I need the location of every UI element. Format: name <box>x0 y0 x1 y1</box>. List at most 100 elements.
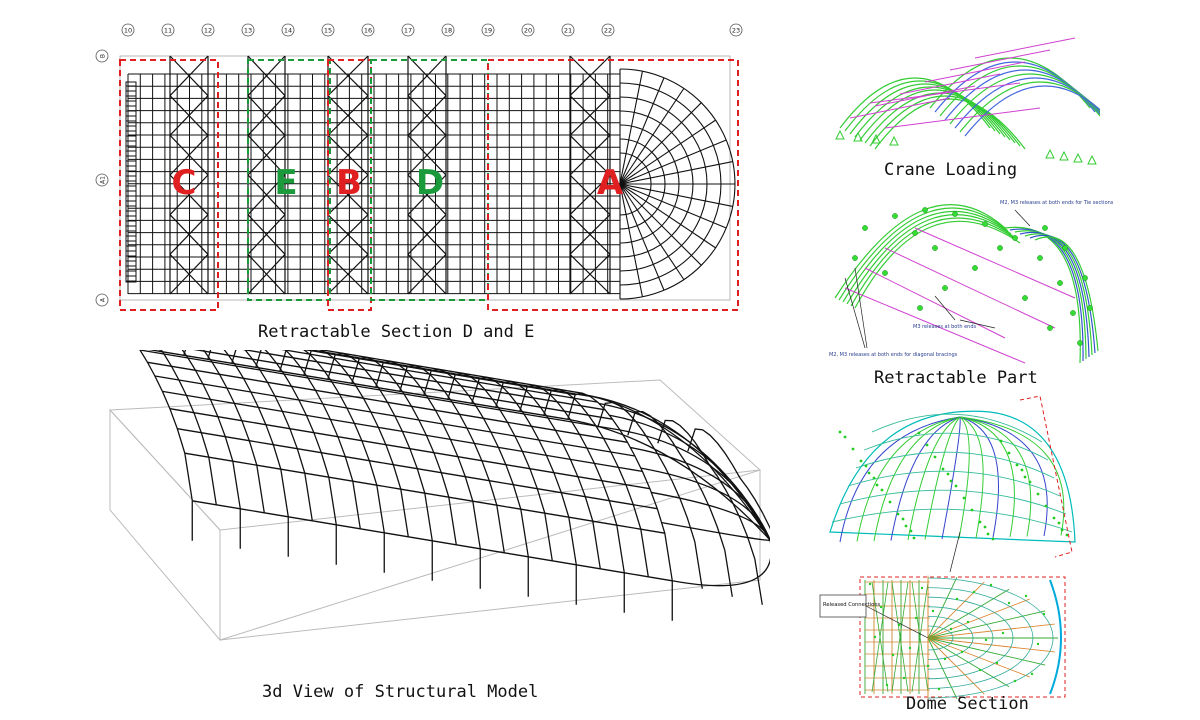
dome-meridian <box>959 416 1015 538</box>
dome-meridian <box>661 521 771 541</box>
grid-bubble-label: 15 <box>324 27 332 35</box>
dome-caption: Dome Section <box>906 694 1029 714</box>
release-node <box>931 609 935 613</box>
arch-rib <box>1004 226 1081 364</box>
released-connections-box <box>819 594 867 618</box>
dome-radial <box>619 183 733 207</box>
longitudinal-member <box>184 452 665 534</box>
inset-brace <box>871 581 889 693</box>
support-triangle <box>1087 154 1097 165</box>
longitudinal-member <box>169 408 651 490</box>
arch-rib <box>844 80 996 132</box>
release-node <box>896 512 900 516</box>
member-line <box>247 95 286 136</box>
purlin <box>884 107 1041 129</box>
grid-bubble-label: 17 <box>404 27 412 35</box>
member-line <box>569 55 611 97</box>
leader-line <box>959 319 996 329</box>
release-node <box>880 488 884 492</box>
release-node <box>897 623 901 627</box>
release-node <box>954 484 958 488</box>
dome-meridian <box>941 416 961 540</box>
release-node <box>999 439 1003 443</box>
arch-rib <box>1029 234 1096 354</box>
longitudinal-member <box>139 349 621 431</box>
crane-panel <box>830 8 1126 168</box>
retr-note-ties: M2, M3 releases at both ends for Tie sec… <box>1000 200 1114 206</box>
release-node <box>966 620 970 624</box>
release-node <box>902 676 906 680</box>
member-line <box>569 214 611 255</box>
crane-caption: Crane Loading <box>884 160 1018 180</box>
dome-radial <box>619 183 665 291</box>
grid-bubble-circle <box>481 23 495 37</box>
grid-bubble-circle <box>729 23 743 37</box>
row-bubble: A1 <box>95 173 109 187</box>
arch-rib <box>854 220 1021 309</box>
arch-rib <box>874 98 1026 150</box>
member-line <box>327 55 369 97</box>
release-node <box>1015 463 1019 467</box>
release-node <box>879 605 883 609</box>
tie-member <box>914 227 1076 299</box>
grid-bubble-label: 14 <box>284 27 292 35</box>
model-3d-drawing <box>87 312 793 642</box>
section-box-c <box>119 59 219 311</box>
grid-bubble: 11 <box>161 23 175 37</box>
purlin <box>849 97 951 119</box>
member-line <box>327 95 369 136</box>
dome-meridian <box>856 416 961 542</box>
member-line <box>247 174 286 216</box>
bounding-box-side <box>109 408 221 642</box>
grid-bubble-label: 19 <box>484 27 492 35</box>
release-node <box>1042 612 1046 616</box>
release-node <box>925 443 929 447</box>
release-node <box>955 597 959 601</box>
end-strip-frame <box>125 81 137 283</box>
grid-bubble: 18 <box>441 23 455 37</box>
support-triangle <box>889 135 899 146</box>
section-label-c: C <box>172 163 197 203</box>
arch-rib <box>869 95 1021 147</box>
release-node <box>943 657 947 661</box>
support-triangle <box>835 129 845 140</box>
release-node <box>949 479 953 483</box>
release-node <box>982 221 988 227</box>
dome-ring <box>657 419 763 605</box>
member-line <box>407 55 447 97</box>
grid-bubble: 16 <box>361 23 375 37</box>
section-box-a <box>487 59 739 311</box>
support-triangle <box>871 133 881 144</box>
release-node <box>1022 295 1028 301</box>
release-node <box>867 471 871 475</box>
release-node <box>914 616 918 620</box>
release-node <box>1037 255 1043 261</box>
row-bubble-label: A <box>99 297 106 302</box>
release-node <box>986 532 990 536</box>
member-line <box>569 253 611 295</box>
release-node <box>922 207 928 213</box>
grid-bubble-circle <box>361 23 375 37</box>
release-node <box>1030 672 1034 676</box>
release-node <box>917 431 921 435</box>
dome-radial <box>619 71 643 185</box>
release-node <box>891 653 895 657</box>
release-node <box>1062 245 1068 251</box>
release-node <box>875 483 879 487</box>
row-bubble-circle <box>95 173 109 187</box>
dome-radial <box>619 88 685 185</box>
dome-meridian <box>890 416 961 541</box>
release-node <box>838 430 842 434</box>
dome-ring <box>627 410 733 597</box>
dome-ring <box>847 470 1061 497</box>
release-node <box>1007 601 1011 605</box>
grid-bubble-circle <box>441 23 455 37</box>
dome-inset-frame <box>859 576 1066 698</box>
release-node <box>1007 451 1011 455</box>
release-node <box>1042 225 1048 231</box>
inset-ring <box>927 596 1014 680</box>
release-node <box>859 459 863 463</box>
release-node <box>1047 325 1053 331</box>
release-node <box>1077 340 1083 346</box>
